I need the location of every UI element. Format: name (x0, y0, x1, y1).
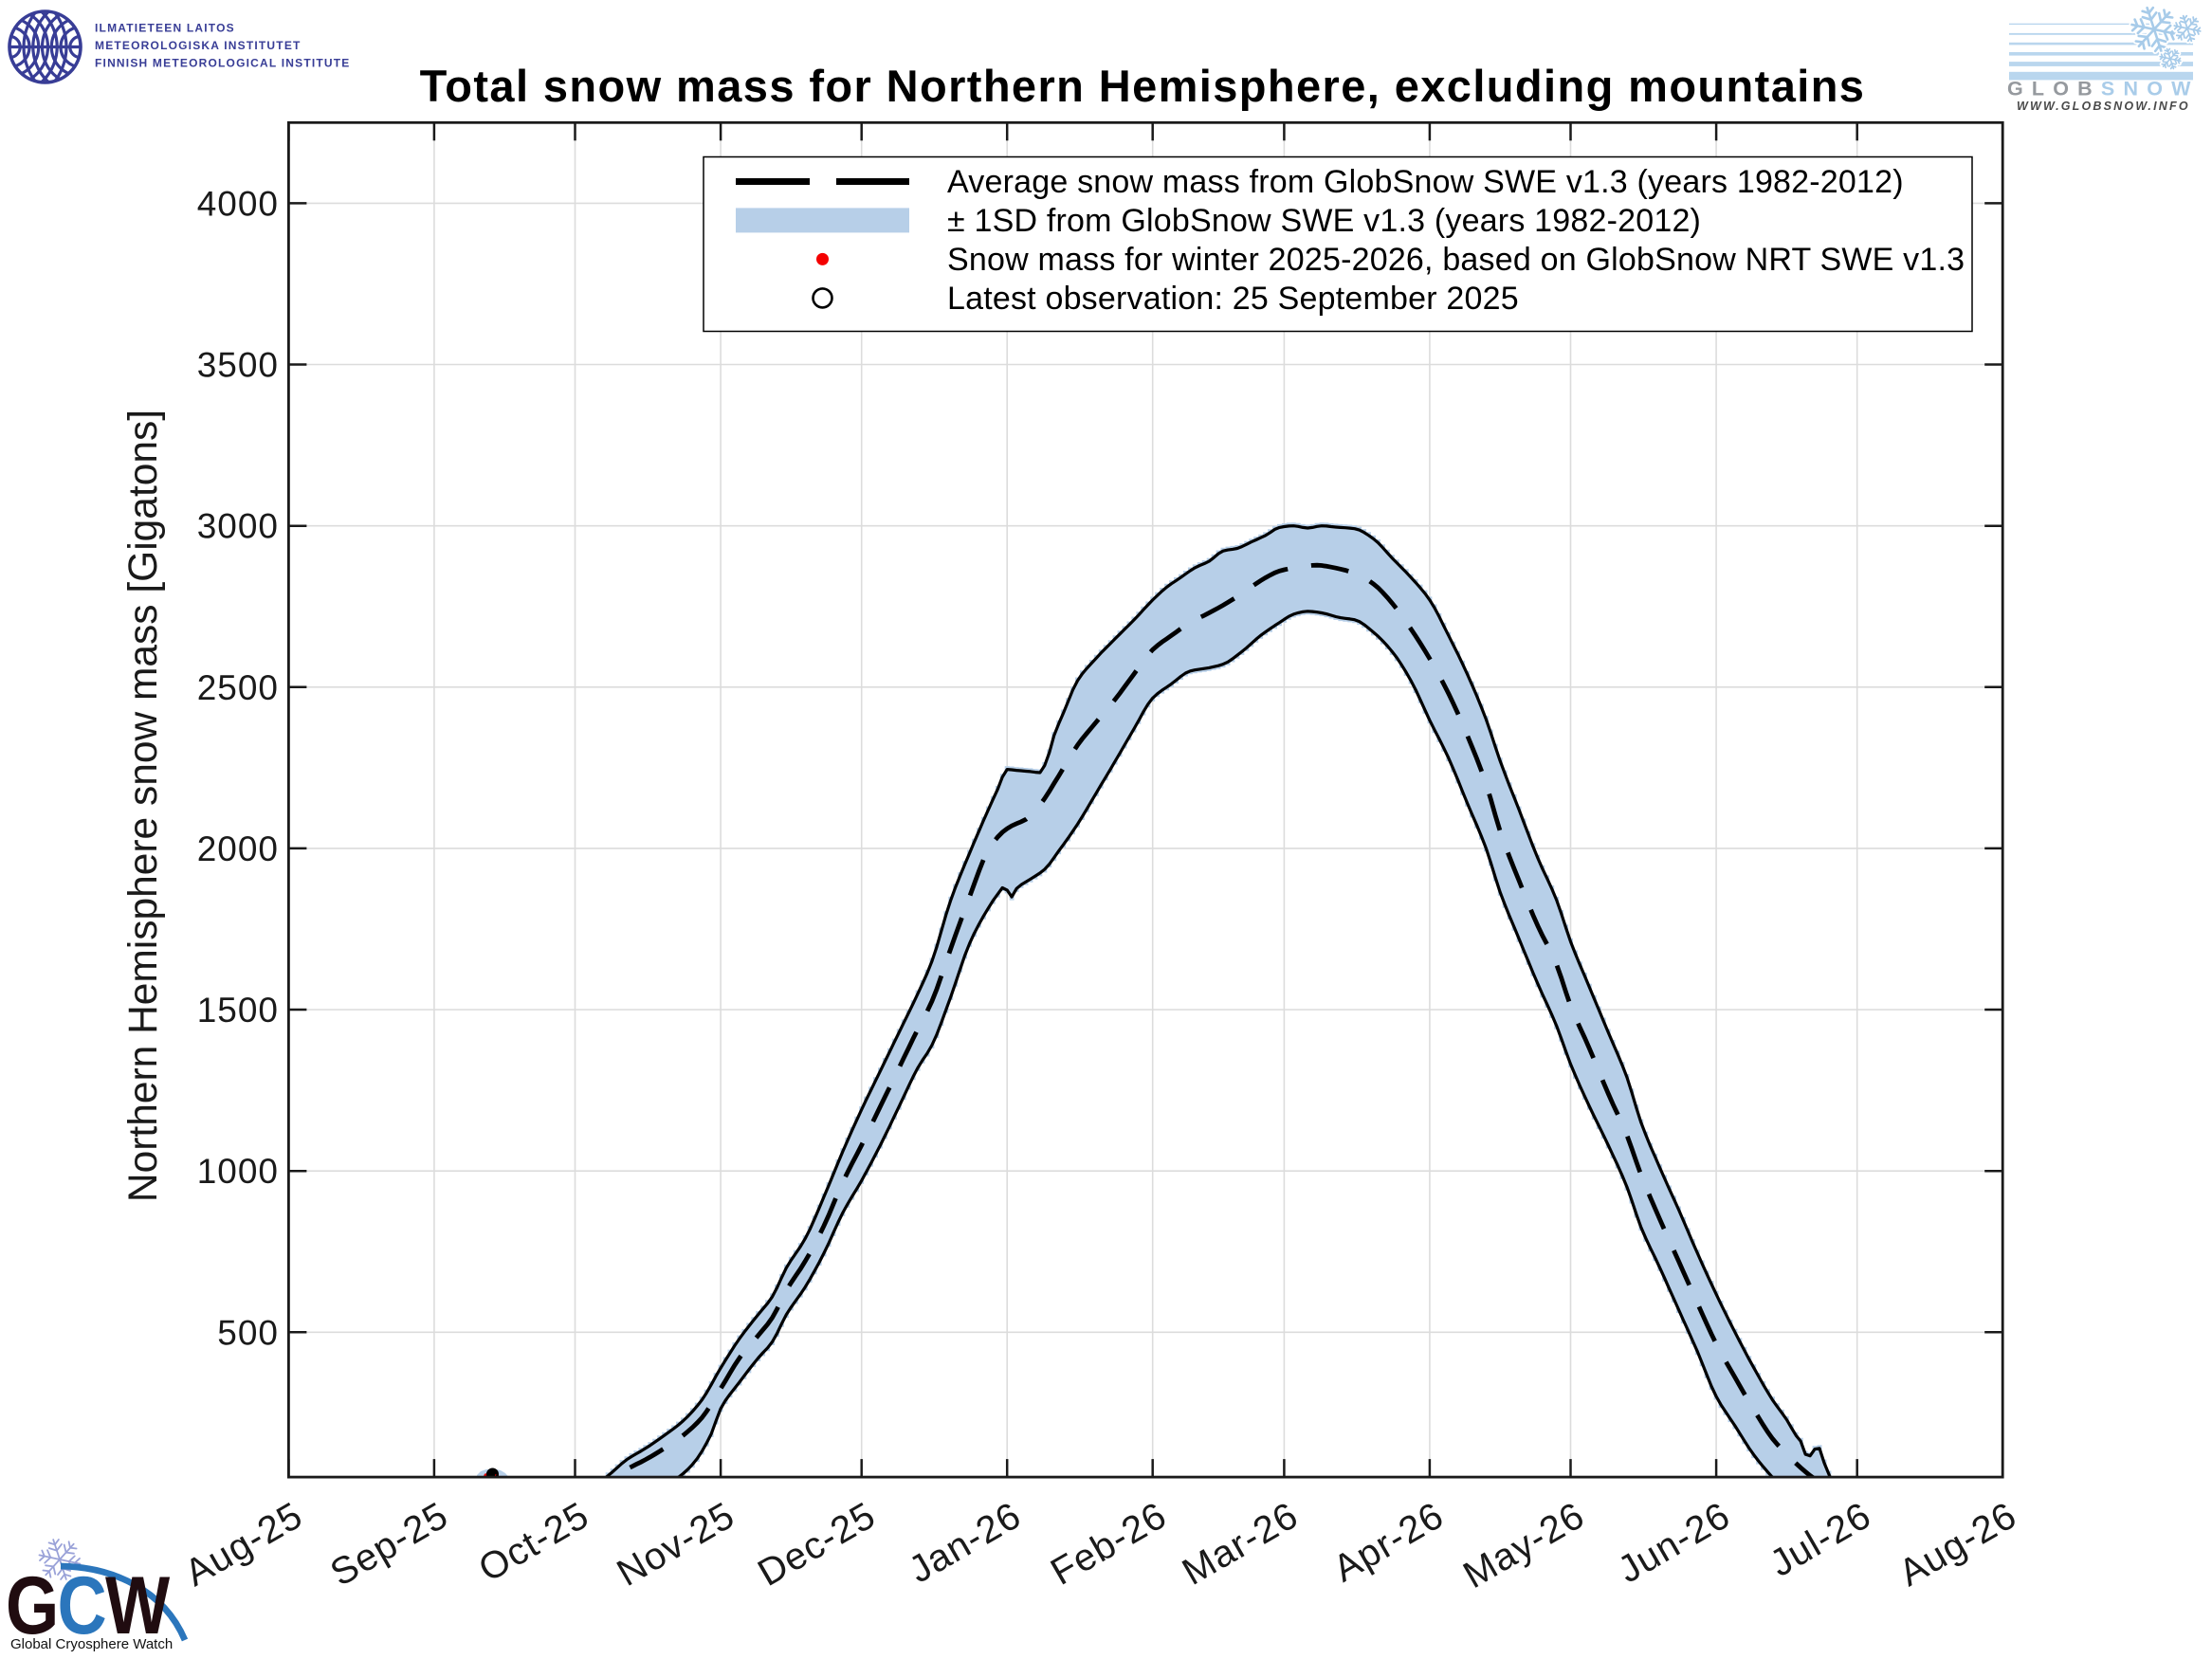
svg-text:ILMATIETEEN LAITOS: ILMATIETEEN LAITOS (95, 22, 235, 35)
svg-text:4000: 4000 (197, 184, 279, 223)
svg-text:± 1SD from GlobSnow SWE v1.3 (: ± 1SD from GlobSnow SWE v1.3 (years 1982… (947, 203, 1701, 239)
svg-text:2500: 2500 (197, 668, 279, 707)
svg-text:Latest observation: 25 Septemb: Latest observation: 25 September 2025 (947, 281, 1519, 317)
svg-text:Average snow mass from GlobSno: Average snow mass from GlobSnow SWE v1.3… (947, 164, 1904, 200)
svg-text:Snow mass for winter 2025-2026: Snow mass for winter 2025-2026, based on… (947, 242, 1965, 278)
svg-text:500: 500 (217, 1313, 279, 1352)
svg-text:3000: 3000 (197, 507, 279, 546)
svg-text:1500: 1500 (197, 991, 279, 1030)
svg-text:1000: 1000 (197, 1152, 279, 1191)
svg-text:WWW.GLOBSNOW.INFO: WWW.GLOBSNOW.INFO (2017, 100, 2190, 113)
svg-text:Total snow mass for Northern H: Total snow mass for Northern Hemisphere,… (420, 61, 1866, 111)
svg-text:METEOROLOGISKA INSTITUTET: METEOROLOGISKA INSTITUTET (95, 39, 302, 52)
svg-text:GLOBSNOW: GLOBSNOW (2007, 78, 2200, 100)
svg-text:3500: 3500 (197, 346, 279, 385)
svg-text:GCW: GCW (6, 1559, 170, 1650)
svg-text:Northern Hemisphere snow mass: Northern Hemisphere snow mass [Gigatons] (121, 410, 166, 1202)
svg-text:Global Cryosphere Watch: Global Cryosphere Watch (10, 1636, 173, 1652)
svg-text:FINNISH METEOROLOGICAL INSTITU: FINNISH METEOROLOGICAL INSTITUTE (95, 57, 351, 70)
svg-text:2000: 2000 (197, 830, 279, 868)
